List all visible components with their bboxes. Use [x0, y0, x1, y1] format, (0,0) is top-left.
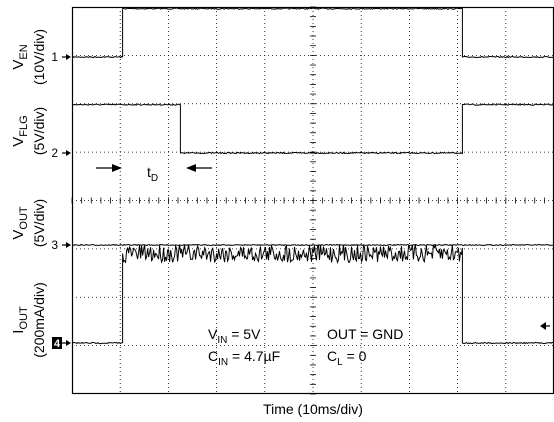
- trace-iout: [71, 243, 554, 345]
- channel-4-marker-arrow: [66, 340, 71, 346]
- trace-vflg: [71, 103, 554, 155]
- channel-4-scale: (200mA/div): [31, 282, 47, 357]
- channel-4-name: IOUT: [10, 306, 30, 334]
- trace-vout: [71, 243, 554, 247]
- channel-2-name: VFLG: [10, 115, 30, 146]
- traces: [71, 7, 554, 345]
- channel-4-marker-label: 4: [54, 338, 61, 350]
- cl-condition: CL = 0: [327, 348, 367, 368]
- channel-3-scale: (5V/div): [31, 199, 47, 247]
- channel-4-marker-box: [52, 337, 62, 349]
- td-arrow-right-head: [186, 164, 196, 172]
- vin-condition: VIN = 5V: [208, 326, 261, 346]
- channel-3-name: VOUT: [10, 206, 30, 240]
- graticule: [71, 6, 554, 395]
- trigger-level-marker: [540, 322, 550, 330]
- channel-2-marker-label: 2: [51, 146, 58, 160]
- test-conditions: VIN = 5V CIN = 4.7µF OUT = GND CL = 0: [208, 326, 403, 368]
- td-arrow-left-head: [112, 164, 122, 172]
- channel-1-marker-arrow: [66, 54, 71, 60]
- x-axis-label: Time (10ms/div): [263, 401, 363, 417]
- channel-labels: VEN (10V/div)VFLG (5V/div)VOUT (5V/div)IOUT…: [10, 29, 47, 358]
- channel-1-scale: (10V/div): [31, 29, 47, 85]
- trigger-marker-arrow: [540, 322, 546, 330]
- channel-2-marker-arrow: [66, 150, 71, 156]
- channel-3-marker-arrow: [66, 242, 71, 248]
- channel-1-name: VEN: [10, 44, 30, 69]
- channel-3-marker-label: 3: [51, 238, 58, 252]
- channel-2-scale: (5V/div): [31, 107, 47, 155]
- cin-condition: CIN = 4.7µF: [208, 348, 280, 368]
- channel-1-marker-label: 1: [51, 50, 58, 64]
- out-condition: OUT = GND: [327, 326, 403, 342]
- channel-markers: 1 2 3 4: [51, 50, 71, 350]
- td-label: tD: [147, 164, 158, 184]
- trace-ven: [71, 7, 554, 59]
- delay-annotation: tD: [96, 164, 212, 184]
